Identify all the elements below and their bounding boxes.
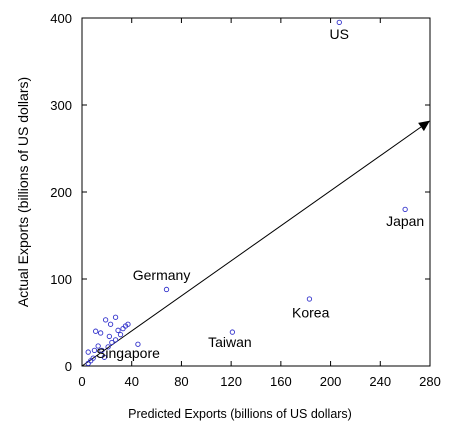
point-annotation: Japan: [386, 213, 424, 229]
point-annotation: Korea: [292, 304, 330, 320]
data-point: [115, 327, 121, 333]
x-tick-label: 200: [320, 374, 342, 389]
point-annotation: Singapore: [96, 345, 160, 361]
data-point: [163, 286, 170, 293]
data-point: [91, 347, 98, 353]
axis-ticks: 0 40 80 120 160 200 240 280 0 100 200 300 400: [50, 11, 441, 389]
reference-arrowhead: [418, 120, 430, 132]
data-point: [229, 329, 236, 335]
data-point: [107, 321, 114, 327]
data-point: [90, 355, 96, 361]
x-tick-label: 120: [220, 374, 242, 389]
data-point: [106, 333, 112, 340]
x-tick-label: 280: [419, 374, 441, 389]
data-point: [120, 325, 126, 332]
x-tick-label: 80: [174, 374, 188, 389]
y-tick-label: 0: [65, 359, 72, 374]
x-tick-label: 160: [270, 374, 292, 389]
data-point: [97, 330, 104, 336]
data-point: [306, 296, 313, 302]
data-point: [135, 341, 141, 347]
x-tick-label: 40: [124, 374, 138, 389]
y-tick-label: 300: [50, 98, 72, 113]
x-axis-label: Predicted Exports (billions of US dollar…: [128, 407, 352, 421]
data-point: [85, 349, 91, 355]
data-point: [109, 339, 115, 346]
data-point: [402, 206, 408, 213]
data-point: [105, 344, 111, 350]
data-point: [93, 328, 99, 334]
plot-frame: [81, 17, 431, 367]
point-annotation: US: [330, 26, 349, 42]
y-axis-label: Actual Exports (billions of US dollars): [15, 77, 31, 307]
data-point: [336, 19, 342, 25]
data-point: [102, 317, 109, 323]
y-tick-label: 100: [50, 272, 72, 287]
data-point: [112, 314, 119, 320]
data-point: [95, 343, 101, 349]
data-point: [125, 321, 131, 327]
data-point: [101, 354, 108, 360]
point-annotation: Taiwan: [208, 334, 252, 350]
y-tick-label: 400: [50, 11, 72, 26]
x-tick-label: 0: [78, 374, 85, 389]
data-points: [85, 19, 408, 367]
reference-line: [81, 126, 422, 367]
data-point: [117, 332, 124, 338]
reference-line-group: [81, 120, 430, 367]
x-tick-label: 240: [369, 374, 391, 389]
point-annotation: Germany: [133, 267, 191, 283]
point-annotations: US Japan Germany Korea Taiwan Singapore: [96, 26, 424, 361]
data-point: [99, 347, 105, 353]
y-tick-label: 200: [50, 185, 72, 200]
data-point: [112, 337, 119, 343]
plot-border: [81, 17, 431, 367]
